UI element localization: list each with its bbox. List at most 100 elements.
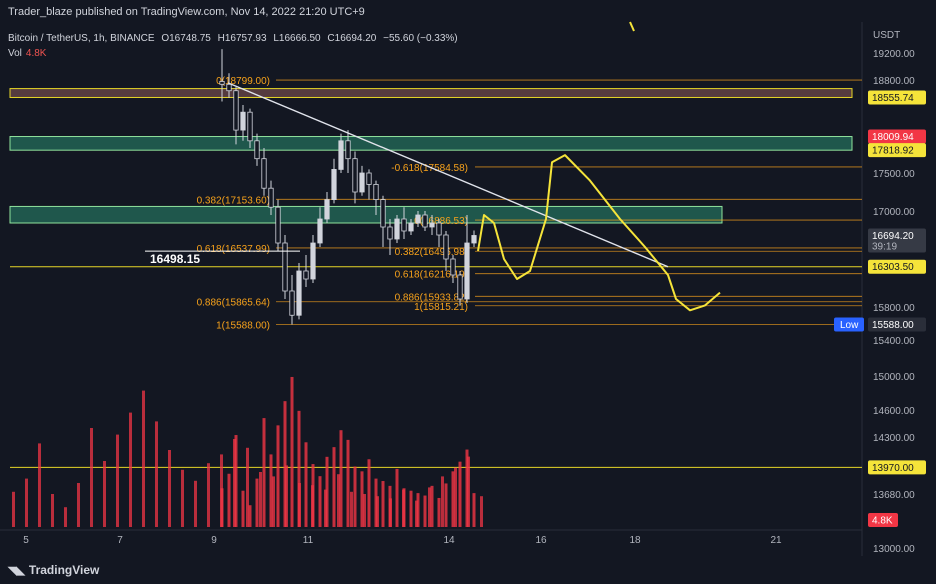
volume-bar xyxy=(51,494,54,527)
candle-body xyxy=(226,83,232,92)
x-tick-label: 7 xyxy=(117,535,123,546)
fib-level-label: 1(15588.00) xyxy=(216,320,270,331)
volume-bar xyxy=(430,485,434,527)
volume-bar xyxy=(168,450,171,527)
volume-bar xyxy=(129,412,132,527)
volume-bar xyxy=(25,478,28,527)
y-tick-label: 15800.00 xyxy=(873,303,915,314)
high-value: 16757.93 xyxy=(224,33,267,44)
price-badge-label: 18555.74 xyxy=(872,93,914,104)
fib-level-label: 1(15815.21) xyxy=(414,302,468,313)
candle-body xyxy=(324,199,330,220)
price-badge xyxy=(868,317,926,332)
price-badge-label: 16303.50 xyxy=(872,262,914,273)
volume-bar xyxy=(207,463,210,527)
candle-body xyxy=(247,111,253,142)
currency-label: USDT xyxy=(873,30,900,41)
price-badge-label: 4.8K xyxy=(872,516,893,527)
volume-bar xyxy=(480,496,483,527)
close-value: 16694.20 xyxy=(334,33,377,44)
volume-bar xyxy=(337,474,340,527)
support-zone xyxy=(9,136,853,151)
candle-body xyxy=(303,270,309,280)
volume-bar xyxy=(350,491,353,527)
candle-body xyxy=(380,199,386,228)
candle-body xyxy=(331,169,337,201)
volume-bar xyxy=(304,442,308,527)
candle-body xyxy=(394,218,400,240)
candle-body xyxy=(254,140,260,160)
volume-bar xyxy=(116,434,119,527)
candle-body xyxy=(471,235,477,244)
fib-level-label: 0(16886.53) xyxy=(414,216,468,227)
price-badge-label: 17818.92 xyxy=(872,146,914,157)
volume-bar xyxy=(318,476,322,527)
x-tick-label: 14 xyxy=(443,535,455,546)
open-label: O xyxy=(161,33,170,44)
volume-bar xyxy=(272,476,275,527)
candle-body xyxy=(233,90,239,131)
volume-bar xyxy=(402,488,406,527)
x-tick-label: 21 xyxy=(770,535,782,546)
volume-bar xyxy=(451,471,455,527)
volume-value: 4.8K xyxy=(25,48,47,59)
y-tick-label: 15400.00 xyxy=(873,336,915,347)
candle-body xyxy=(415,214,421,224)
low-tag-label: Low xyxy=(840,320,859,331)
volume-bar xyxy=(276,425,280,527)
candle-body xyxy=(366,172,372,185)
y-tick-label: 13000.00 xyxy=(873,544,915,555)
low-label: L xyxy=(273,33,279,44)
volume-bar xyxy=(77,483,80,527)
volume-bar xyxy=(12,491,15,527)
y-tick-label: 17000.00 xyxy=(873,207,915,218)
candle-body xyxy=(289,290,295,316)
candle-body xyxy=(464,242,470,300)
price-badge xyxy=(868,259,926,274)
fib-level-label: 0.886(15865.64) xyxy=(197,298,270,309)
x-tick-label: 11 xyxy=(303,535,314,546)
volume-bar xyxy=(458,461,462,527)
volume-bar xyxy=(444,483,448,527)
volume-label[interactable]: Vol xyxy=(8,48,22,59)
candle-body xyxy=(373,183,379,200)
change-value: −55.60 (−0.33%) xyxy=(383,33,458,44)
candle-body xyxy=(219,81,225,85)
candle-body xyxy=(359,172,365,193)
volume-bar xyxy=(297,410,301,527)
symbol-title[interactable]: Bitcoin / TetherUS, 1h, BINANCE xyxy=(8,33,155,44)
price-badge-countdown: 39:19 xyxy=(872,241,897,252)
close-label: C xyxy=(327,33,335,44)
candle-body xyxy=(408,222,414,232)
candle-body xyxy=(387,226,393,240)
candle-body xyxy=(457,274,463,300)
volume-bar xyxy=(262,418,266,527)
volume-bar xyxy=(367,459,371,527)
x-tick-label: 9 xyxy=(211,535,217,546)
volume-bar xyxy=(409,490,413,527)
y-tick-label: 19200.00 xyxy=(873,49,915,60)
low-tag xyxy=(834,317,864,332)
volume-bar xyxy=(283,401,287,527)
price-badge xyxy=(868,90,926,105)
price-badge xyxy=(868,228,926,253)
price-badge-label: 16694.20 xyxy=(872,231,914,242)
candle-body xyxy=(429,222,435,228)
candle-body xyxy=(275,206,281,244)
low-value: 16666.50 xyxy=(278,33,321,44)
price-badge xyxy=(868,143,926,158)
volume-bar xyxy=(346,439,350,527)
x-tick-label: 16 xyxy=(535,535,547,546)
tradingview-logo[interactable]: ◥◣ TradingView xyxy=(8,563,99,577)
y-tick-label: 15000.00 xyxy=(873,372,915,383)
volume-bar xyxy=(325,456,329,527)
candle-body xyxy=(268,187,274,208)
volume-bar xyxy=(472,493,476,527)
volume-bar xyxy=(360,471,364,527)
fib-level-label: 0.618(16216.19) xyxy=(395,270,468,281)
y-tick-label: 17500.00 xyxy=(873,169,915,180)
volume-bar xyxy=(423,495,427,527)
volume-bar xyxy=(395,468,399,527)
volume-bar xyxy=(290,376,294,527)
